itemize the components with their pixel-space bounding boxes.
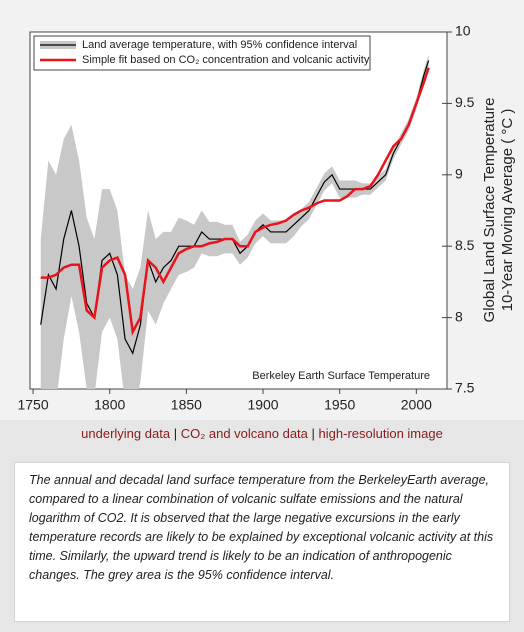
- y-label: Global Land Surface Temperature 10-Year …: [481, 98, 516, 323]
- y-label-line: Global Land Surface Temperature: [481, 98, 498, 323]
- y-tick-label: 8.5: [455, 237, 475, 253]
- confidence-band: [40, 54, 429, 389]
- series-line: [40, 60, 430, 355]
- series-line: [40, 67, 430, 336]
- y-label-line: 10-Year Moving Average ( °C ): [499, 109, 516, 312]
- legend-label: Simple fit based on CO₂ concentration an…: [82, 54, 370, 66]
- legend-box: [33, 35, 371, 71]
- x-tick-label: 1950: [324, 397, 355, 413]
- legend-label: Land average temperature, with 95% confi…: [82, 39, 357, 51]
- link[interactable]: CO₂ and volcano data: [180, 426, 308, 441]
- separator: |: [311, 426, 315, 441]
- y-tick-label: 10: [455, 23, 471, 39]
- y-tick-label: 9.5: [455, 94, 475, 110]
- y-tick-label: 9: [455, 166, 463, 182]
- y-tick-label: 7.5: [455, 380, 475, 396]
- links: underlying data | CO₂ and volcano data |…: [0, 426, 524, 441]
- link[interactable]: underlying data: [81, 426, 171, 441]
- annotation: Berkeley Earth Surface Temperature: [252, 370, 430, 382]
- y-tick-label: 8: [455, 308, 463, 324]
- x-tick-label: 2000: [401, 397, 432, 413]
- x-tick-label: 1750: [17, 397, 48, 413]
- separator: |: [173, 426, 178, 441]
- plot-content: [40, 54, 430, 389]
- caption: The annual and decadal land surface temp…: [14, 462, 510, 622]
- x-tick-label: 1850: [171, 397, 202, 413]
- x-tick-label: 1800: [94, 397, 125, 413]
- link[interactable]: high-resolution image: [318, 426, 443, 441]
- x-tick-label: 1900: [247, 397, 278, 413]
- chart: Berkeley Earth Surface Temperature Globa…: [0, 0, 524, 420]
